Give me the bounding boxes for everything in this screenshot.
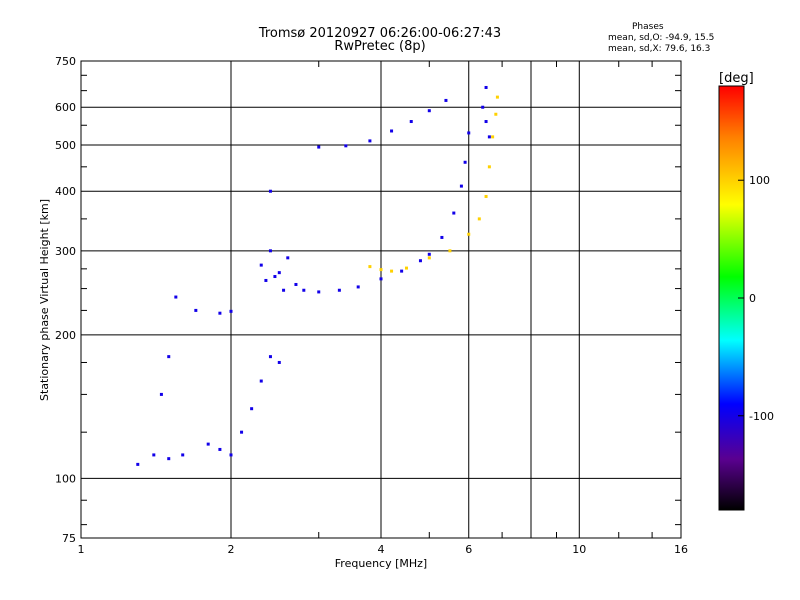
data-point (159, 392, 163, 396)
colorbar-tick-label: -100 (749, 410, 774, 423)
data-point (484, 194, 488, 198)
data-point (273, 275, 277, 279)
data-point (218, 311, 222, 315)
data-point (268, 189, 272, 193)
data-point (487, 135, 491, 139)
data-point (390, 129, 394, 133)
data-point (459, 184, 463, 188)
y-tick-label: 500 (55, 139, 76, 152)
data-point (427, 256, 431, 260)
data-point (277, 271, 281, 275)
y-axis: 75 100 200 300 400 500 600 750 (55, 55, 681, 545)
data-point (282, 288, 286, 292)
data-point (317, 290, 321, 294)
x-tick-label: 2 (228, 543, 235, 556)
data-point (259, 379, 263, 383)
chart-title-line1: Tromsø 20120927 06:26:00-06:27:43 (258, 26, 502, 41)
data-point (286, 256, 290, 260)
data-point (440, 235, 444, 239)
data-point (427, 109, 431, 113)
data-point (477, 217, 481, 221)
data-point (368, 265, 372, 269)
data-point (444, 98, 448, 102)
phases-mean-o: mean, sd,O: -94.9, 15.5 (608, 33, 715, 43)
data-point (136, 462, 140, 466)
plot-frame (80, 60, 682, 539)
data-point (494, 112, 498, 116)
data-point (487, 165, 491, 169)
data-point (268, 249, 272, 253)
data-point (409, 120, 413, 124)
data-point (356, 285, 360, 289)
data-point (491, 135, 495, 139)
y-tick-label: 100 (55, 472, 76, 485)
data-point (467, 232, 471, 236)
data-point (206, 442, 210, 446)
data-point (268, 355, 272, 359)
data-point (481, 105, 485, 109)
data-point (452, 211, 456, 215)
grid-lines (81, 61, 681, 538)
x-axis: 1 2 4 6 10 16 (78, 61, 688, 556)
y-tick-label: 400 (55, 185, 76, 198)
data-point (337, 288, 341, 292)
x-tick-label: 6 (465, 543, 472, 556)
x-tick-label: 16 (674, 543, 688, 556)
phases-mean-x: mean, sd,X: 79.6, 16.3 (608, 44, 711, 54)
phases-panel: Phases mean, sd,O: -94.9, 15.5 mean, sd,… (608, 22, 714, 55)
data-point (240, 430, 244, 434)
data-point (250, 407, 254, 411)
data-point (379, 268, 383, 272)
y-tick-label: 750 (55, 55, 76, 68)
phases-header: Phases (632, 22, 664, 32)
colorbar-tick-label: 0 (749, 292, 756, 305)
data-point (167, 355, 171, 359)
data-point (404, 266, 408, 270)
data-points (136, 85, 499, 466)
data-point (448, 249, 452, 253)
y-tick-label: 200 (55, 329, 76, 342)
x-tick-label: 10 (572, 543, 586, 556)
data-point (418, 259, 422, 263)
data-point (218, 447, 222, 451)
y-tick-label: 300 (55, 245, 76, 258)
data-point (229, 309, 233, 313)
data-point (400, 269, 404, 273)
data-point (344, 144, 348, 148)
data-point (152, 453, 156, 457)
colorbar-label: [deg] (719, 71, 754, 86)
data-point (264, 278, 268, 282)
x-axis-label: Frequency [MHz] (335, 557, 427, 570)
data-point (484, 85, 488, 89)
data-point (181, 453, 185, 457)
data-point (427, 252, 431, 256)
data-point (229, 453, 233, 457)
data-point (259, 263, 263, 267)
chart-title-line2: RwPretec (8p) (334, 39, 426, 54)
data-point (194, 308, 198, 312)
data-point (277, 360, 281, 364)
y-tick-label: 75 (62, 532, 76, 545)
y-tick-label: 600 (55, 101, 76, 114)
data-point (484, 120, 488, 124)
data-point (390, 269, 394, 273)
data-point (368, 139, 372, 143)
colorbar-tick-label: 100 (749, 174, 770, 187)
data-point (379, 277, 383, 281)
colorbar-ticks: 100 0 -100 (738, 174, 774, 423)
x-tick-label: 1 (78, 543, 85, 556)
data-point (294, 282, 298, 286)
x-tick-label: 4 (378, 543, 385, 556)
data-point (302, 288, 306, 292)
data-point (495, 95, 499, 99)
data-point (463, 160, 467, 164)
y-axis-label: Stationary phase Virtual Height [km] (38, 199, 51, 401)
data-point (317, 145, 321, 149)
data-point (174, 295, 178, 299)
data-point (167, 457, 171, 461)
data-point (467, 131, 471, 135)
